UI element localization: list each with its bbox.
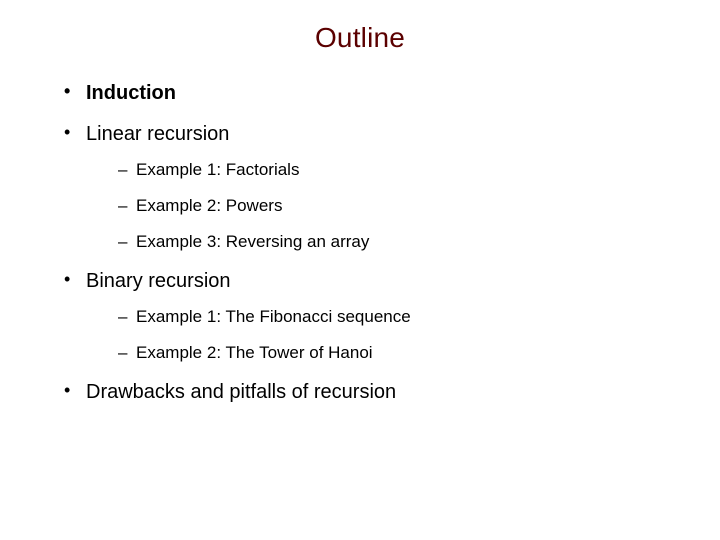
slide: Outline Induction Linear recursion Examp… — [0, 0, 720, 540]
list-item-label: Induction — [86, 82, 176, 104]
sub-list: Example 1: Factorials Example 2: Powers … — [86, 160, 680, 252]
sub-list-item: Example 3: Reversing an array — [118, 232, 680, 252]
sub-list-item: Example 1: The Fibonacci sequence — [118, 307, 680, 327]
list-item-label: Linear recursion — [86, 123, 229, 145]
slide-title: Outline — [40, 22, 680, 54]
sub-list-item: Example 2: Powers — [118, 196, 680, 216]
list-item: Linear recursion Example 1: Factorials E… — [64, 123, 680, 252]
sub-list-item: Example 2: The Tower of Hanoi — [118, 343, 680, 363]
outline-list: Induction Linear recursion Example 1: Fa… — [40, 82, 680, 404]
sub-list: Example 1: The Fibonacci sequence Exampl… — [86, 307, 680, 363]
list-item-label: Drawbacks and pitfalls of recursion — [86, 381, 396, 403]
sub-list-item: Example 1: Factorials — [118, 160, 680, 180]
list-item-label: Binary recursion — [86, 270, 231, 292]
list-item: Binary recursion Example 1: The Fibonacc… — [64, 270, 680, 363]
list-item: Induction — [64, 82, 680, 105]
list-item: Drawbacks and pitfalls of recursion — [64, 381, 680, 404]
